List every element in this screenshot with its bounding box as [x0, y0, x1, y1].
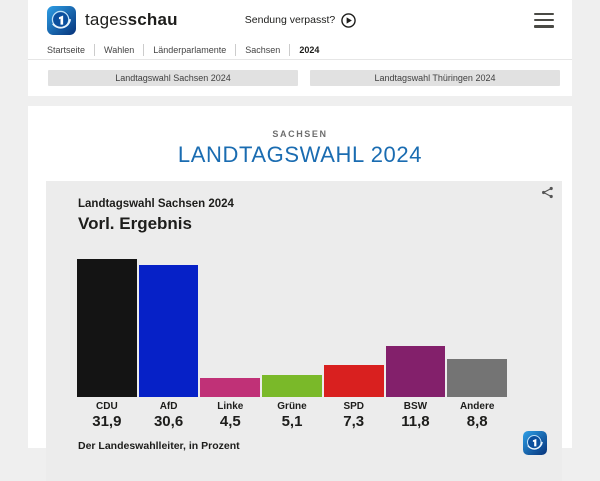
bar-label-cdu: CDU [96, 401, 118, 412]
tagesschau-watermark-icon [523, 431, 547, 455]
nav-button-landtagswahl-thueringen[interactable]: Landtagswahl Thüringen 2024 [310, 70, 560, 86]
breadcrumb: Startseite Wahlen Länderparlamente Sachsen 2… [28, 40, 572, 59]
bar-afd [138, 265, 199, 397]
share-icon[interactable] [541, 186, 554, 199]
breadcrumb-separator [289, 43, 291, 56]
site-header: tagesschau Sendung verpasst? Startseite W… [28, 0, 572, 60]
bar-column-bsw: BSW 11,8 [385, 259, 446, 431]
bar-grüne [262, 375, 322, 397]
bar-column-cdu: CDU 31,9 [77, 259, 137, 431]
breadcrumb-separator [143, 43, 145, 56]
breadcrumb-item-startseite[interactable]: Startseite [47, 44, 86, 55]
bar-column-andere: Andere 8,8 [447, 259, 508, 431]
bar-label-spd: SPD [343, 401, 365, 412]
bar-value-bsw: 11,8 [401, 413, 430, 430]
bar-label-linke: Linke [217, 401, 244, 412]
bar-value-linke: 4,5 [219, 413, 241, 430]
bar-bsw [385, 346, 446, 397]
bar-track [385, 259, 446, 397]
election-chart-card: Landtagswahl Sachsen 2024 Vorl. Ergebnis… [46, 181, 562, 481]
bar-cdu [77, 259, 137, 397]
bar-track [262, 259, 322, 397]
breadcrumb-separator [235, 43, 237, 56]
hamburger-menu-icon[interactable] [534, 12, 555, 28]
bar-value-cdu: 31,9 [92, 413, 122, 430]
bar-column-grüne: Grüne 5,1 [262, 259, 322, 431]
bar-spd [323, 365, 384, 397]
main-content-card: SACHSEN LANDTAGSWAHL 2024 Landtagswahl S… [28, 106, 572, 481]
bar-track [77, 259, 137, 397]
bar-label-grüne: Grüne [277, 401, 307, 412]
tagesschau-home-link[interactable]: tagesschau [47, 5, 245, 35]
bar-track [323, 259, 384, 397]
bar-column-spd: SPD 7,3 [323, 259, 384, 431]
header-top-row: tagesschau Sendung verpasst? [28, 0, 572, 40]
bar-column-linke: Linke 4,5 [200, 259, 261, 431]
bar-chart: CDU 31,9 AfD 30,6 Linke 4,5 Grüne 5,1 SPD 7,3 BSW 1… [77, 259, 508, 431]
breadcrumb-separator [94, 43, 96, 56]
bar-label-afd: AfD [159, 401, 178, 412]
chart-subtitle: Vorl. Ergebnis [78, 214, 192, 233]
election-nav-band: Landtagswahl Sachsen 2024 Landtagswahl T… [28, 60, 572, 96]
breadcrumb-item-sachsen[interactable]: Sachsen [245, 44, 281, 55]
bar-value-andere: 8,8 [466, 413, 488, 430]
bar-track [138, 259, 199, 397]
kicker: SACHSEN [272, 129, 328, 139]
content-column: tagesschau Sendung verpasst? Startseite W… [28, 0, 572, 481]
nav-button-landtagswahl-sachsen[interactable]: Landtagswahl Sachsen 2024 [48, 70, 298, 86]
sendung-verpasst-link[interactable]: Sendung verpasst? [244, 12, 357, 28]
page-title: LANDTAGSWAHL 2024 [177, 142, 423, 167]
bar-track [200, 259, 261, 397]
chart-source: Der Landeswahlleiter, in Prozent [78, 440, 240, 452]
bar-value-grüne: 5,1 [281, 413, 303, 430]
breadcrumb-item-länderparlamente[interactable]: Länderparlamente [153, 44, 227, 55]
brand-wordmark: tagesschau [85, 10, 178, 29]
chart-title: Landtagswahl Sachsen 2024 [78, 198, 234, 210]
tagesschau-globe-icon [47, 5, 76, 35]
breadcrumb-item-2024: 2024 [299, 44, 320, 55]
bar-andere [447, 359, 508, 397]
bar-linke [200, 378, 261, 397]
bar-track [447, 259, 508, 397]
header-right-zone [356, 12, 555, 28]
bar-value-spd: 7,3 [343, 413, 365, 430]
bar-label-andere: Andere [459, 401, 495, 412]
bar-value-afd: 30,6 [153, 413, 184, 430]
breadcrumb-item-wahlen[interactable]: Wahlen [104, 44, 135, 55]
sendung-verpasst-label: Sendung verpasst? [244, 14, 336, 26]
bar-column-afd: AfD 30,6 [138, 259, 199, 431]
play-circle-icon [341, 12, 357, 28]
bar-label-bsw: BSW [403, 401, 428, 412]
